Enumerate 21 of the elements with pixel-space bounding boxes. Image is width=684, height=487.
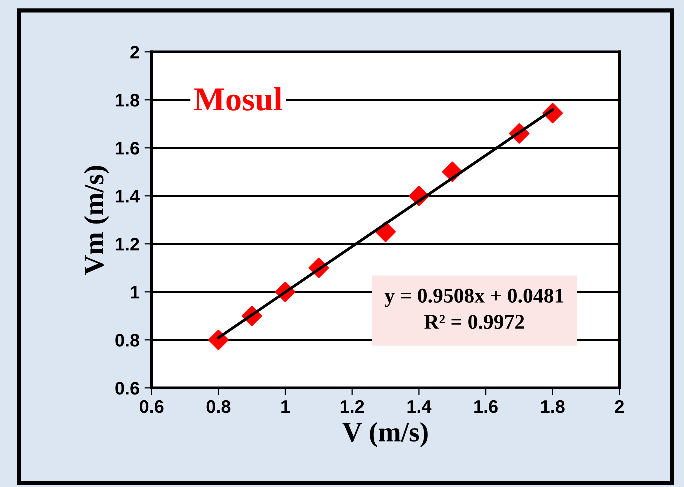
y-tick-label: 0.8 [116, 334, 140, 347]
y-tick-label: 1.6 [116, 142, 140, 155]
x-tick-label: 0.8 [206, 400, 231, 414]
annotation: y = 0.9508x + 0.0481 R² = 0.9972 [384, 288, 564, 330]
y-tick-label: 0.6 [116, 382, 140, 395]
y-tick-label: 1 [131, 286, 140, 299]
x-tick-label: 1 [282, 400, 290, 414]
y-tick-label: 1.8 [116, 94, 140, 107]
annotation: Mosul [194, 87, 282, 111]
x-tick-label: 1.8 [541, 400, 565, 414]
y-tick-label: 1.2 [116, 238, 140, 251]
x-tick-label: 2 [615, 400, 624, 414]
y-tick-label: 2 [130, 46, 140, 59]
y-tick-label: 1.4 [116, 190, 140, 203]
x-tick-label: 0.6 [140, 400, 164, 414]
x-tick-label: 1.4 [408, 400, 432, 414]
point [208, 330, 229, 350]
y-axis-title: Vm (m/s) [84, 166, 110, 275]
x-tick-label: 1.2 [340, 400, 364, 414]
x-axis-title: V (m/s) [342, 422, 428, 448]
x-tick-label: 1.6 [474, 400, 498, 414]
